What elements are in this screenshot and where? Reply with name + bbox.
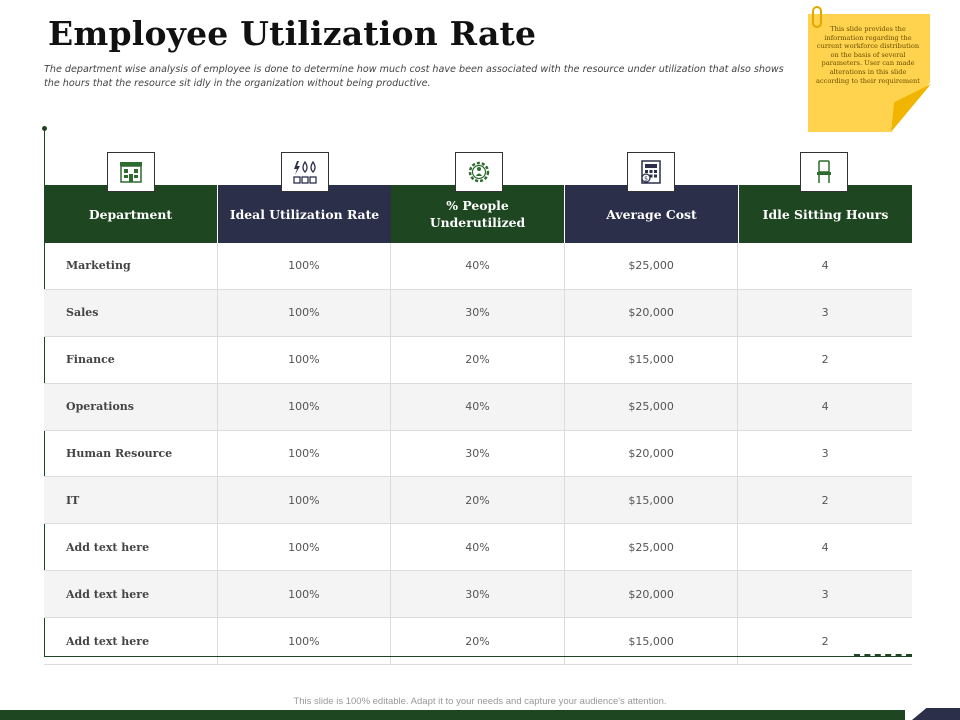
table-row: Add text here 100% 40% $25,000 4 [44, 524, 912, 572]
header-people-underutilized: % People Underutilized [391, 185, 564, 243]
footer-bar-accent [912, 708, 960, 720]
cell-idle-sitting-hours: 3 [821, 306, 829, 320]
utilization-table: Marketing 100% 40% $25,000 4 Sales 100% 30% $20,… [44, 243, 912, 666]
cell-idle-sitting-hours: 4 [821, 400, 829, 414]
cell-average-cost: $25,000 [565, 383, 739, 430]
cell-department: IT [44, 477, 218, 524]
frame-dot [42, 126, 47, 131]
cell-idle-sitting-hours: 3 [821, 447, 829, 460]
cell-idle-sitting-hours: 2 [821, 634, 829, 648]
cell-average-cost: $20,000 [565, 289, 739, 336]
cell-average-cost: $20,000 [565, 571, 739, 618]
cell-idle-sitting-hours: 4 [821, 540, 829, 554]
cell-average-cost: $20,000 [565, 430, 739, 477]
cell-department: Operations [44, 383, 218, 430]
cell-ideal-utilization-rate: 100% [218, 336, 392, 383]
table-row: IT 100% 20% $15,000 2 [44, 477, 912, 525]
cell-ideal-utilization-rate: 100% [218, 524, 392, 571]
cell-department: Add text here [44, 571, 218, 618]
cell-ideal-utilization-rate: 100% [218, 618, 392, 665]
cell-average-cost: $15,000 [565, 477, 739, 524]
cell-average-cost: $15,000 [565, 618, 739, 665]
cell-ideal-utilization-rate: 100% [218, 477, 392, 524]
cell-department: Human Resource [44, 430, 218, 477]
cell-average-cost: $25,000 [565, 243, 739, 289]
cell-idle-sitting-hours: 2 [821, 493, 829, 507]
page-title: Employee Utilization Rate [48, 14, 537, 53]
table-row: Finance 100% 20% $15,000 2 [44, 336, 912, 384]
header-average-cost: Average Cost [565, 185, 738, 243]
cell-department: Finance [44, 336, 218, 383]
cell-people-underutilized: 40% [391, 243, 565, 289]
svg-text:$: $ [644, 176, 648, 183]
footer-note: This slide is 100% editable. Adapt it to… [293, 696, 667, 707]
cell-people-underutilized: 30% [391, 289, 565, 336]
table-row: Marketing 100% 40% $25,000 4 [44, 243, 912, 290]
calculator-icon: $ [627, 152, 675, 192]
cell-people-underutilized: 30% [391, 430, 565, 477]
cell-department: Marketing [44, 243, 218, 289]
cell-people-underutilized: 30% [391, 571, 565, 618]
utilities-icon [281, 152, 329, 192]
cell-people-underutilized: 40% [391, 383, 565, 430]
table-row: Operations 100% 40% $25,000 4 [44, 383, 912, 431]
cell-department: Add text here [44, 524, 218, 571]
cell-people-underutilized: 20% [391, 618, 565, 665]
cell-people-underutilized: 40% [391, 524, 565, 571]
cell-idle-sitting-hours: 3 [821, 587, 829, 601]
header-ideal-utilization-rate: Ideal Utilization Rate [218, 185, 391, 243]
table-row: Add text here 100% 30% $20,000 3 [44, 571, 912, 619]
gear-person-icon [455, 152, 503, 192]
cell-people-underutilized: 20% [391, 336, 565, 383]
cell-average-cost: $25,000 [565, 524, 739, 571]
frame-bottom-line [44, 656, 912, 657]
cell-department: Sales [44, 289, 218, 336]
header-idle-sitting-hours: Idle Sitting Hours [739, 185, 912, 243]
cell-people-underutilized: 20% [391, 477, 565, 524]
table-row: Add text here 100% 20% $15,000 2 [44, 618, 912, 666]
cell-ideal-utilization-rate: 100% [218, 383, 392, 430]
cell-average-cost: $15,000 [565, 336, 739, 383]
building-icon [107, 152, 155, 192]
cell-ideal-utilization-rate: 100% [218, 430, 392, 477]
frame-bottom-dash [854, 654, 912, 657]
table-row: Sales 100% 30% $20,000 3 [44, 289, 912, 337]
cell-ideal-utilization-rate: 100% [218, 243, 392, 289]
page-subtitle: The department wise analysis of employee… [44, 64, 784, 89]
cell-idle-sitting-hours: 4 [821, 259, 829, 273]
footer-bar [0, 710, 905, 720]
table-row: Human Resource 100% 30% $20,000 3 [44, 430, 912, 478]
chair-icon [800, 152, 848, 192]
sticky-note-text: This slide provides the information rega… [816, 25, 920, 85]
cell-ideal-utilization-rate: 100% [218, 571, 392, 618]
cell-ideal-utilization-rate: 100% [218, 289, 392, 336]
cell-department: Add text here [44, 618, 218, 665]
paperclip-icon [812, 6, 822, 28]
header-department: Department [44, 185, 217, 243]
cell-idle-sitting-hours: 2 [821, 353, 829, 367]
